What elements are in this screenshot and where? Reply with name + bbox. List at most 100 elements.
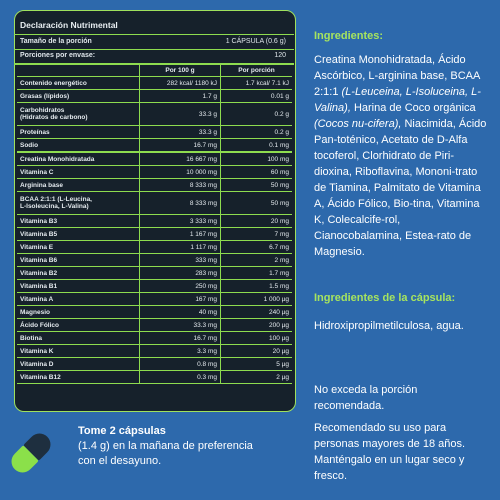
row-portion: 20 µg: [220, 344, 292, 358]
row-name: Ácido Fólico: [17, 318, 140, 332]
row-name: Carbohidratos (Hidratos de carbono): [17, 102, 140, 126]
row-per100: 3 333 mg: [139, 214, 221, 228]
row-portion: 0.2 g: [220, 125, 292, 139]
divider: [14, 49, 294, 50]
table-row: Vitamina B1 250 mg 1.5 mg: [17, 279, 292, 293]
table-row: Vitamina B6 333 mg 2 mg: [17, 253, 292, 267]
table-row: Biotina 16.7 mg 100 µg: [17, 331, 292, 345]
row-per100: 283 mg: [139, 266, 221, 280]
row-portion: 1.7 kcal/ 7.1 kJ: [220, 76, 292, 90]
row-per100: 250 mg: [139, 279, 221, 293]
row-portion: 2 µg: [220, 370, 292, 384]
table-row: Vitamina A 167 mg 1 000 µg: [17, 292, 292, 306]
ingredients-text: Creatina Monohidratada, Ácido Ascórbico,…: [314, 54, 487, 258]
row-per100: 16.7 mg: [139, 331, 221, 345]
row-portion: 0.1 mg: [220, 138, 292, 153]
row-name: Vitamina B12: [17, 370, 140, 384]
serving-size-row: Tamaño de la porción 1 CÁPSULA (0.6 g): [20, 38, 286, 49]
table-row: Vitamina B3 3 333 mg 20 mg: [17, 214, 292, 228]
row-name: Biotina: [17, 331, 140, 345]
row-name: Vitamina B5: [17, 227, 140, 241]
row-name: Arginina base: [17, 178, 140, 192]
row-portion: 1 000 µg: [220, 292, 292, 306]
row-per100: 40 mg: [139, 305, 221, 319]
row-per100: 0.3 mg: [139, 370, 221, 384]
row-per100: 33.3 g: [139, 102, 221, 126]
table-row: Ácido Fólico 33.3 mg 200 µg: [17, 318, 292, 332]
row-name: Creatina Monohidratada: [17, 152, 140, 166]
warning-text: No exceda la porción recomendada.: [314, 384, 418, 412]
table-row: Vitamina B2 283 mg 1.7 mg: [17, 266, 292, 280]
row-name: Sodio: [17, 138, 140, 153]
col-per100: Por 100 g: [139, 65, 221, 77]
row-name: Vitamina A: [17, 292, 140, 306]
row-name: Vitamina K: [17, 344, 140, 358]
table-row: Proteínas 33.3 g 0.2 g: [17, 125, 292, 139]
row-portion: 200 µg: [220, 318, 292, 332]
row-per100: 33.3 g: [139, 125, 221, 139]
row-name: Magnesio: [17, 305, 140, 319]
row-per100: 8 333 mg: [139, 178, 221, 192]
table-row: Vitamina B12 0.3 mg 2 µg: [17, 370, 292, 384]
row-per100: 33.3 mg: [139, 318, 221, 332]
serving-value: 1 CÁPSULA (0.6 g): [225, 38, 286, 45]
dosage-detail: (1.4 g) en la mañana de preferencia con …: [78, 440, 253, 467]
row-name: Vitamina D: [17, 357, 140, 371]
table-row: Carbohidratos (Hidratos de carbono) 33.3 …: [17, 102, 292, 126]
row-name: BCAA 2:1:1 (L-Leucina, L-Isoleucina, L-V…: [17, 191, 140, 215]
row-per100: 3.3 mg: [139, 344, 221, 358]
row-per100: 0.8 mg: [139, 357, 221, 371]
row-portion: 0.01 g: [220, 89, 292, 103]
row-name: Vitamina B2: [17, 266, 140, 280]
nutrition-title: Declaración Nutrimental: [20, 20, 118, 30]
nutrition-table: Por 100 g Por porción Contenido energéti…: [17, 65, 292, 384]
row-portion: 5 µg: [220, 357, 292, 371]
dosage-bold: Tome 2 cápsulas: [78, 425, 166, 437]
row-portion: 6.7 mg: [220, 240, 292, 254]
table-row-energy: Contenido energético 282 kcal/ 1180 kJ 1…: [17, 76, 292, 90]
row-name: Contenido energético: [17, 76, 140, 90]
dosage-text: Tome 2 cápsulas (1.4 g) en la mañana de …: [78, 424, 258, 469]
serving-label: Tamaño de la porción: [20, 38, 92, 45]
row-per100: 282 kcal/ 1180 kJ: [139, 76, 221, 90]
row-portion: 240 µg: [220, 305, 292, 319]
servings-value: 120: [274, 52, 286, 59]
table-row: Creatina Monohidratada 16 667 mg 100 mg: [17, 152, 292, 166]
row-portion: 2 mg: [220, 253, 292, 267]
row-name: Proteínas: [17, 125, 140, 139]
row-per100: 333 mg: [139, 253, 221, 267]
ingredients-heading: Ingredientes:: [314, 30, 384, 42]
row-portion: 1.7 mg: [220, 266, 292, 280]
table-row: Sodio 16.7 mg 0.1 mg: [17, 138, 292, 153]
row-name: Grasas (lípidos): [17, 89, 140, 103]
table-row: Arginina base 8 333 mg 50 mg: [17, 178, 292, 192]
table-row: Vitamina D 0.8 mg 5 µg: [17, 357, 292, 371]
row-per100: 167 mg: [139, 292, 221, 306]
row-per100: 8 333 mg: [139, 191, 221, 215]
row-portion: 50 mg: [220, 191, 292, 215]
row-portion: 1.5 mg: [220, 279, 292, 293]
row-name: Vitamina B3: [17, 214, 140, 228]
row-portion: 100 mg: [220, 152, 292, 166]
row-portion: 50 mg: [220, 178, 292, 192]
row-per100: 16.7 mg: [139, 138, 221, 153]
row-portion: 20 mg: [220, 214, 292, 228]
servings-label: Porciones por envase:: [20, 52, 96, 59]
table-header-row: Por 100 g Por porción: [17, 65, 292, 77]
capsule-ingredients-text: Hidroxipropilmetilculosa, agua.: [314, 320, 464, 332]
recommendation-text: Recomendado su uso para personas mayores…: [314, 422, 466, 482]
row-per100: 1 167 mg: [139, 227, 221, 241]
capsule-icon: [6, 428, 56, 478]
row-portion: 100 µg: [220, 331, 292, 345]
table-row: Magnesio 40 mg 240 µg: [17, 305, 292, 319]
row-name: Vitamina E: [17, 240, 140, 254]
row-name: Vitamina B1: [17, 279, 140, 293]
divider: [14, 63, 294, 65]
table-row: Vitamina B5 1 167 mg 7 mg: [17, 227, 292, 241]
row-per100: 1 117 mg: [139, 240, 221, 254]
col-portion: Por porción: [220, 65, 292, 77]
table-row: Vitamina C 10 000 mg 60 mg: [17, 165, 292, 179]
row-name: Vitamina B6: [17, 253, 140, 267]
row-per100: 16 667 mg: [139, 152, 221, 166]
table-row: BCAA 2:1:1 (L-Leucina, L-Isoleucina, L-V…: [17, 191, 292, 215]
